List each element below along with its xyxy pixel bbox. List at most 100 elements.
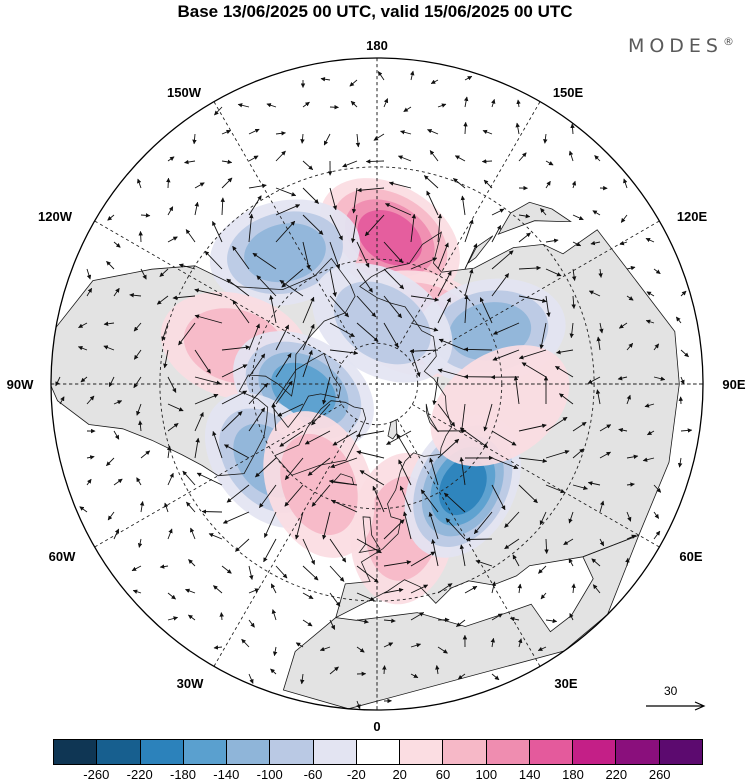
wind-vector (133, 376, 142, 389)
wind-vector (432, 376, 439, 406)
wind-vector (194, 376, 222, 385)
wind-vector (208, 533, 223, 540)
wind-vector (518, 457, 548, 464)
wind-vector (572, 448, 585, 459)
wind-vector (107, 511, 115, 521)
wind-vector (328, 479, 358, 486)
wind-vector (473, 511, 493, 535)
wind-vector (572, 241, 582, 247)
wind-vector (509, 616, 520, 622)
wind-vector (402, 511, 412, 540)
wind-vector (572, 484, 588, 491)
wind-vector (653, 484, 662, 493)
colorbar-swatch (529, 740, 574, 764)
wind-vector (491, 208, 505, 216)
wind-vector (423, 175, 439, 189)
wind-vector (270, 668, 277, 675)
wind-vector (383, 322, 399, 348)
coastline-layer (51, 201, 680, 710)
colorbar-swatch (573, 740, 617, 764)
wind-vector (592, 584, 601, 594)
wind-vector (350, 214, 358, 244)
wind-vector (420, 489, 439, 513)
wind-vector (626, 511, 632, 522)
wind-vector (159, 564, 169, 569)
wind-vector (559, 393, 574, 405)
wind-vector (626, 265, 636, 271)
wind-vector (572, 421, 587, 432)
wind-vector (248, 619, 255, 628)
wind-vector (518, 295, 547, 303)
wind-vector (491, 225, 502, 243)
wind-vector (571, 268, 577, 281)
wind-vector (270, 583, 277, 594)
wind-vector (356, 646, 365, 653)
wind-vector (572, 214, 584, 221)
coastline (358, 516, 381, 554)
wind-vector (232, 245, 250, 270)
wind-vector (329, 268, 337, 297)
colorbar-swatch (227, 740, 271, 764)
lon-label-60w: 60W (49, 549, 76, 564)
wind-vector (133, 322, 142, 332)
colorbar-tick-label: 100 (475, 767, 498, 782)
wind-vector (409, 348, 439, 354)
colorbar-tick-label: -20 (346, 767, 366, 782)
wind-vector (248, 382, 269, 405)
wind-vector (329, 619, 336, 630)
wind-vector (356, 700, 361, 710)
lon-label-30w: 30W (177, 676, 204, 691)
lon-label-90w: 90W (7, 377, 34, 392)
wind-vector (275, 131, 286, 136)
wind-vector (598, 268, 603, 278)
wind-vector (107, 214, 115, 221)
wind-vector (464, 585, 478, 594)
wind-vector (556, 349, 574, 355)
wind-vector (188, 559, 196, 567)
wind-vector (355, 430, 385, 438)
negative-anomaly-contour (449, 302, 532, 361)
wind-vector (329, 538, 347, 563)
wind-vector (356, 619, 369, 624)
wind-vector (437, 403, 456, 427)
wind-vector (680, 428, 693, 433)
wind-vector (400, 130, 412, 135)
wind-vector (428, 511, 439, 540)
lon-label-120e: 120E (677, 209, 708, 224)
wind-vector (399, 485, 412, 513)
wind-vector (248, 673, 254, 684)
wind-vector (188, 614, 196, 621)
negative-anomaly-contour (244, 223, 326, 283)
wind-vector (138, 230, 143, 243)
wind-vector (113, 241, 121, 248)
wind-vector (512, 554, 520, 567)
wind-vector (475, 559, 493, 567)
negative-anomaly-contour (438, 457, 487, 516)
wind-vector (79, 506, 88, 513)
wind-vector (464, 294, 469, 324)
wind-vector (437, 646, 448, 654)
wind-vector (103, 345, 115, 351)
wind-vector (77, 346, 88, 351)
wind-vector (568, 150, 574, 162)
wind-vector (397, 155, 412, 162)
colorbar-tick-label: 140 (518, 767, 541, 782)
wind-vector (140, 213, 151, 218)
land-mass (388, 420, 397, 439)
colorbar-tick-label: -100 (256, 767, 283, 782)
wind-vector (517, 583, 522, 594)
wind-vector (596, 336, 601, 351)
wind-vector (365, 159, 385, 164)
wind-vector (513, 375, 520, 405)
wind-vector (540, 592, 547, 600)
wind-vector (226, 278, 250, 297)
wind-vector (518, 213, 531, 219)
wind-vector (331, 499, 358, 513)
wind-vector (382, 665, 387, 675)
coastline (425, 403, 439, 433)
wind-vector (443, 492, 466, 513)
wind-vector (277, 403, 304, 417)
wind-vector (642, 457, 655, 462)
wind-vector (625, 557, 630, 567)
wind-vector (356, 592, 375, 601)
